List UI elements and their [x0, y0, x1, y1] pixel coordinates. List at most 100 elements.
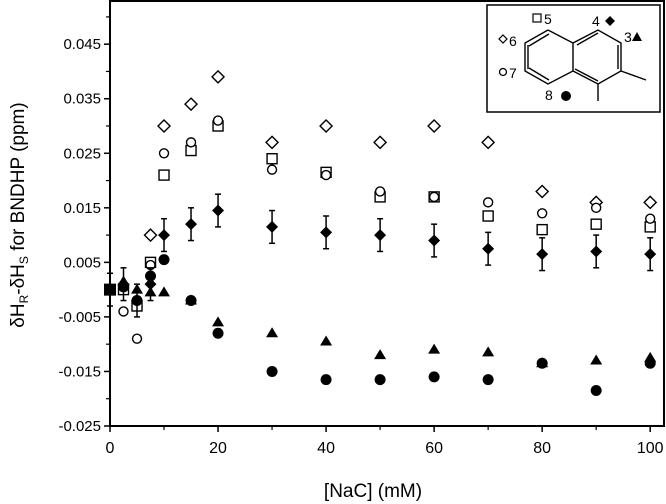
y-tick-label: 0.005	[63, 254, 101, 271]
point-series-8	[158, 254, 170, 266]
point-series-4	[144, 278, 157, 291]
triangle-icon	[632, 32, 642, 41]
y-tick-label: 0.025	[63, 145, 101, 162]
structure-inset: 5 4 6 3 7 8	[486, 4, 661, 113]
point-series-4	[590, 245, 603, 258]
point-series-7	[320, 169, 332, 181]
point-series-7	[185, 137, 197, 148]
point-series-8	[428, 371, 440, 383]
point-series-3	[482, 346, 495, 357]
point-series-7	[212, 115, 224, 126]
point-series-5	[536, 223, 548, 236]
axis-ticks: 0 20 40 60 80 100 0.045 0.035 0.025 0.015 0.005 -0.…	[58, 16, 664, 457]
point-series-3	[266, 327, 279, 338]
label-8: 8	[545, 87, 553, 103]
point-series-6	[643, 195, 658, 210]
point-series-4	[644, 248, 657, 261]
y-tick-label: 0.045	[63, 36, 101, 53]
circle-icon	[498, 67, 508, 77]
point-series-7	[118, 306, 129, 317]
point-series-5	[266, 153, 278, 165]
point-series-3	[374, 349, 387, 360]
label-4: 4	[592, 13, 600, 29]
point-series-8	[145, 270, 157, 282]
point-series-3	[131, 283, 144, 294]
square-icon	[532, 13, 542, 23]
point-series-6	[184, 97, 199, 112]
point-series-8	[185, 295, 197, 307]
point-series-7	[536, 208, 548, 219]
point-series-8	[374, 374, 386, 386]
y-tick-label: -0.015	[58, 363, 101, 380]
point-series-6	[211, 69, 226, 84]
label-7: 7	[509, 65, 517, 81]
point-series-7	[131, 333, 143, 344]
point-series-3	[158, 286, 171, 297]
point-series-8	[482, 374, 494, 386]
point-series-4	[374, 229, 387, 242]
point-series-4	[185, 218, 198, 231]
x-tick-label: 60	[425, 440, 443, 457]
label-3: 3	[624, 29, 632, 45]
point-series-4	[428, 234, 441, 247]
point-series-4	[536, 248, 549, 261]
point-series-4	[320, 226, 333, 239]
point-series-6	[157, 119, 172, 133]
point-series-3	[590, 354, 603, 365]
point-series-6	[535, 184, 550, 199]
x-tick-label: 100	[637, 440, 664, 457]
point-series-6	[427, 119, 442, 133]
point-series-5	[158, 169, 170, 181]
point-series-8	[118, 281, 130, 293]
point-series-8	[131, 295, 143, 307]
point-series-4	[212, 204, 225, 217]
x-tick-label: 80	[533, 440, 551, 457]
y-tick-label: 0.035	[63, 91, 101, 108]
point-series-8	[536, 357, 548, 369]
point-series-7	[266, 164, 278, 175]
y-tick-label: -0.005	[58, 309, 101, 326]
y-axis-label: δHR-δHS for BNDHP (ppm)	[8, 102, 31, 327]
point-series-6	[319, 119, 334, 133]
point-series-6	[481, 135, 496, 150]
point-series-4	[482, 242, 495, 255]
label-6: 6	[509, 33, 517, 49]
point-series-7	[158, 148, 170, 159]
point-series-3	[428, 343, 441, 354]
point-series-8	[212, 327, 224, 339]
point-series-5	[590, 218, 602, 230]
point-series-3	[320, 335, 333, 346]
point-series-3	[144, 286, 157, 297]
point-series-8	[644, 357, 656, 369]
filled-circle-icon	[561, 91, 571, 101]
x-tick-label: 40	[317, 440, 335, 457]
point-series-3	[212, 316, 225, 327]
point-series-7	[374, 186, 386, 197]
filled-diamond-icon	[605, 16, 615, 26]
plot-frame	[109, 0, 665, 427]
point-series-6	[373, 135, 388, 150]
point-series-7	[644, 213, 656, 224]
x-tick-label: 0	[106, 440, 115, 457]
point-series-7	[482, 197, 494, 208]
diamond-icon	[498, 34, 508, 44]
y-tick-label: -0.025	[58, 418, 101, 435]
point-series-8	[590, 385, 602, 397]
point-series-7	[428, 191, 440, 203]
point-series-8	[266, 365, 278, 377]
label-5: 5	[544, 11, 552, 27]
point-series-4	[266, 220, 279, 233]
point-origin-square	[104, 283, 116, 296]
point-series-7	[590, 202, 602, 214]
point-series-6	[265, 135, 280, 150]
data-marks	[104, 69, 658, 397]
point-series-4	[158, 229, 171, 242]
y-tick-label: 0.015	[63, 200, 101, 217]
x-tick-label: 20	[209, 440, 227, 457]
point-series-6	[143, 228, 158, 243]
point-series-8	[320, 374, 332, 386]
naphthalene-structure	[524, 29, 647, 101]
x-axis-label: [NaC] (mM)	[324, 481, 422, 502]
point-series-5	[482, 210, 494, 222]
